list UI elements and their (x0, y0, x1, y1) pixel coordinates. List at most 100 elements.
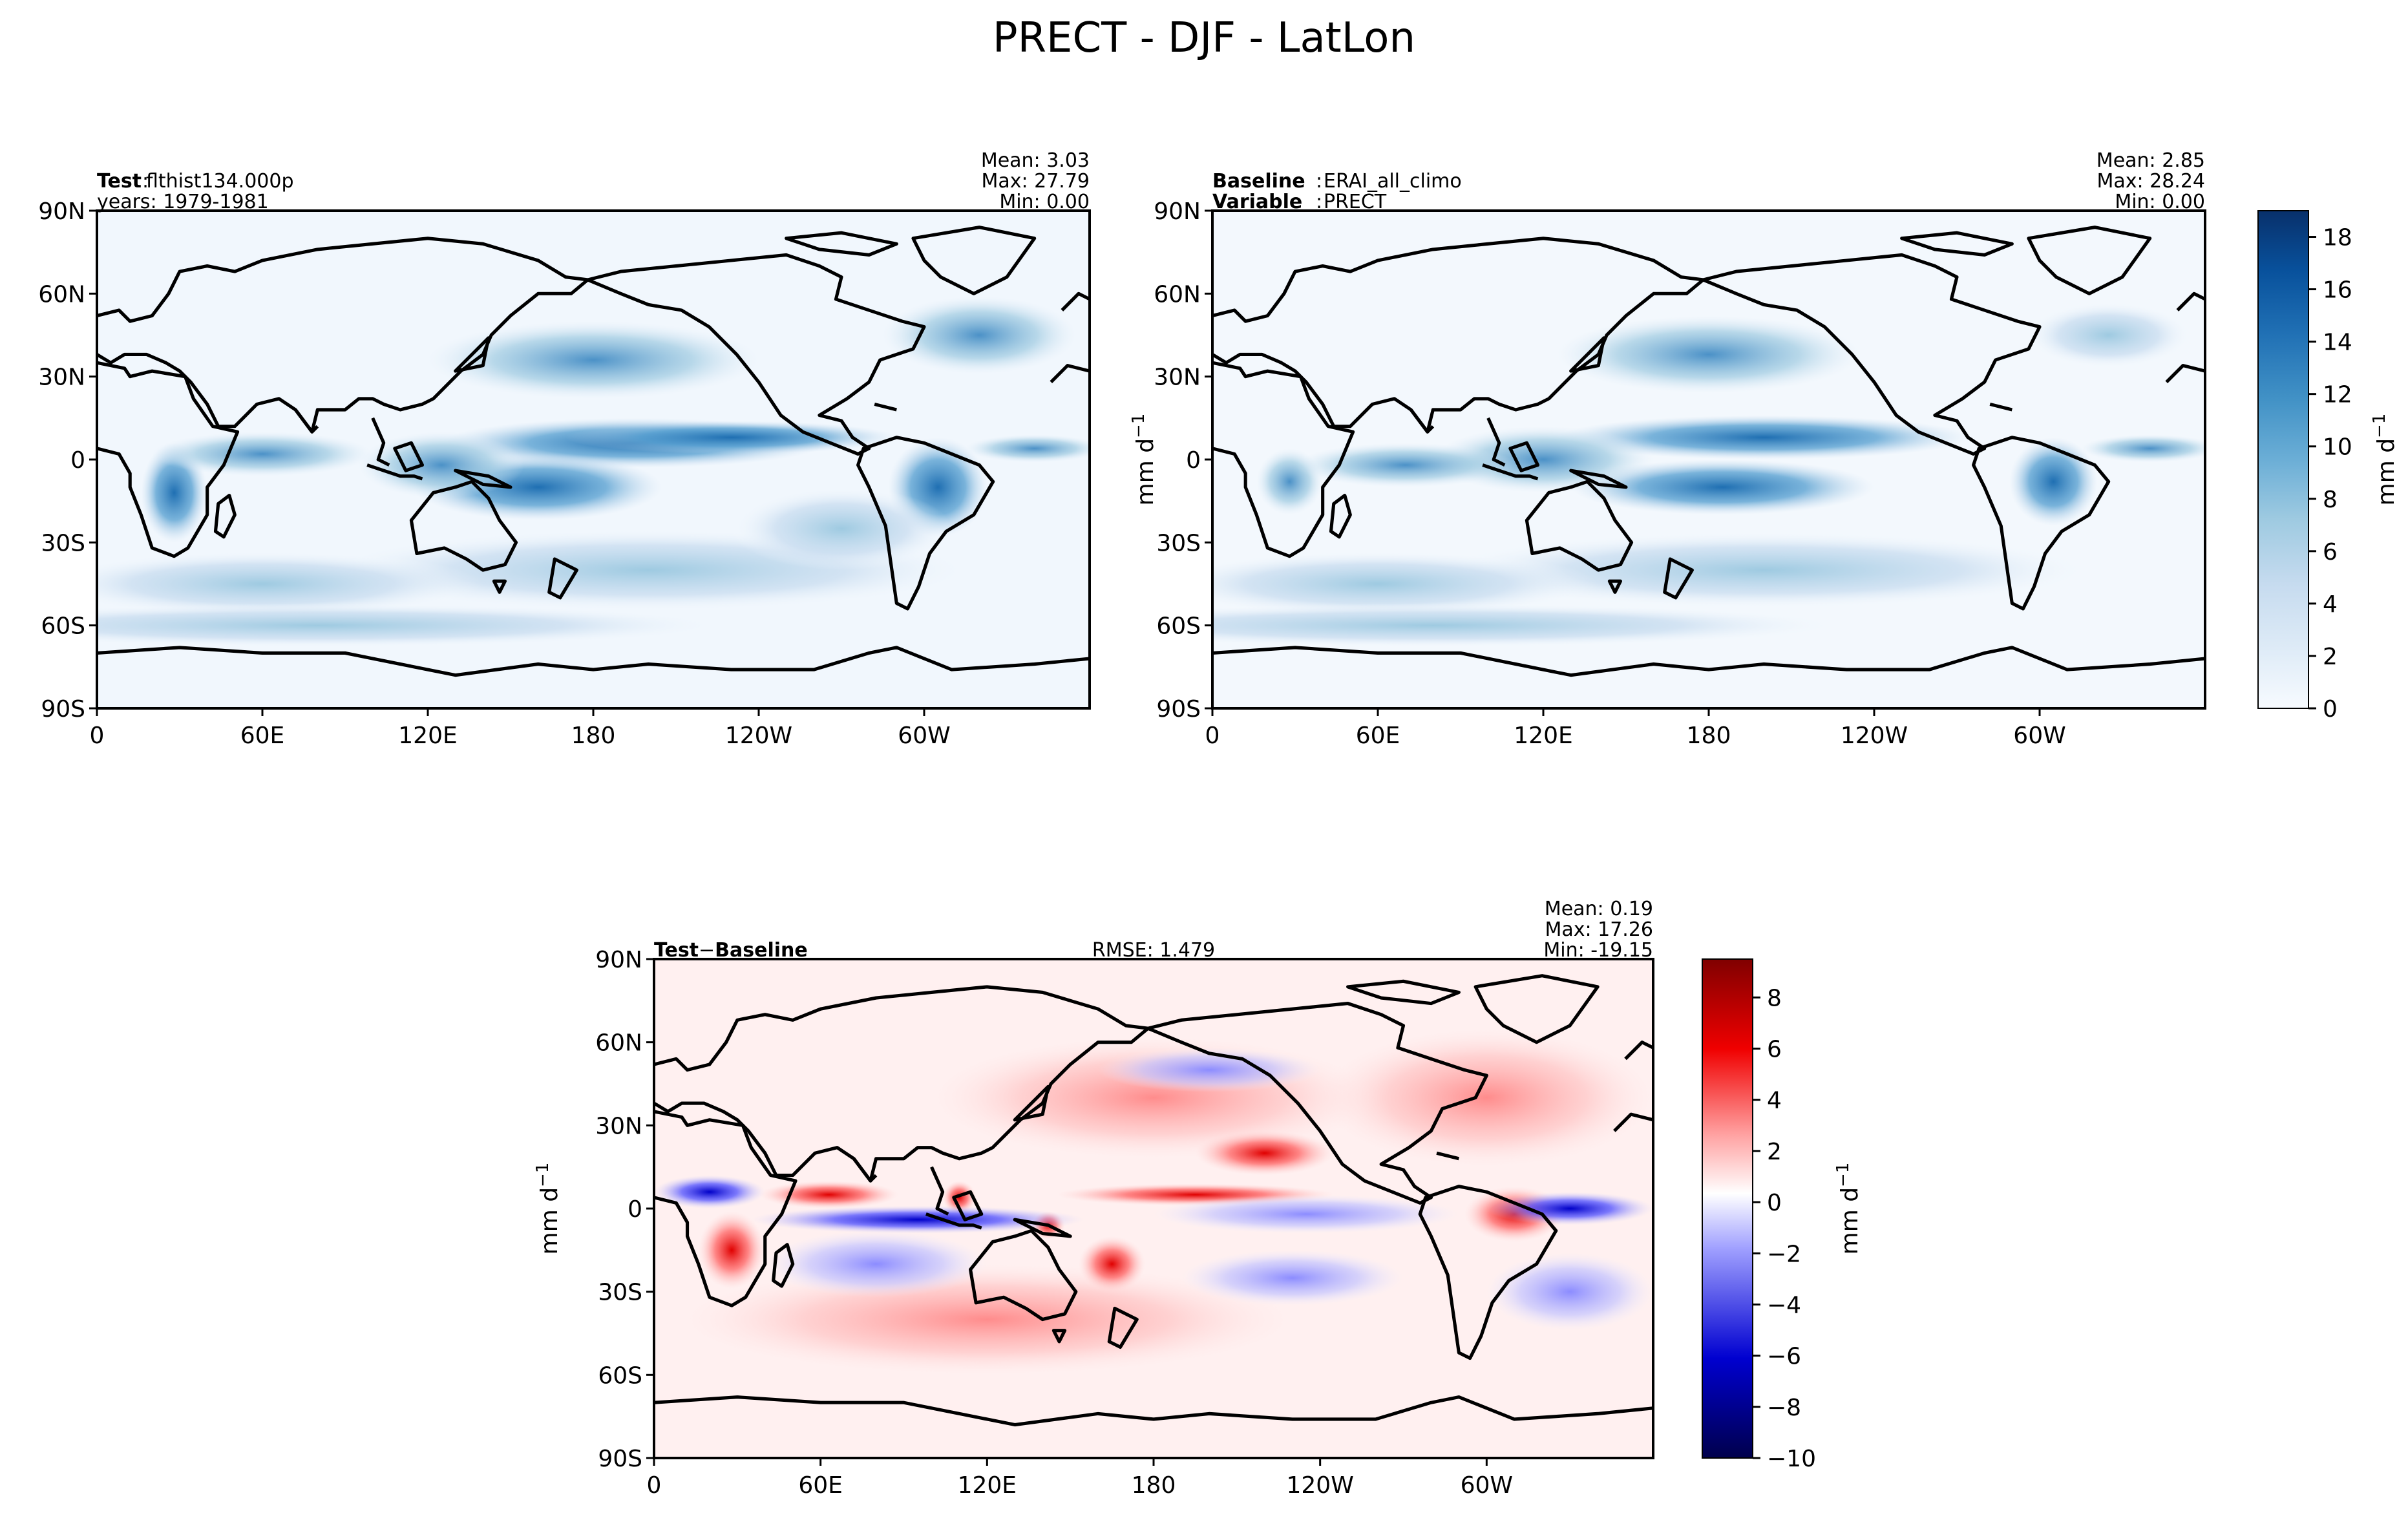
x-tick-label: 180 (1132, 1472, 1176, 1499)
y-tick-label: 60S (598, 1362, 642, 1389)
test-name-bold: Test (97, 170, 142, 193)
y-tick-label: 30N (38, 365, 85, 391)
baseline-y-axis: 90N 60N 30N 0 30S 60S 90S (1154, 198, 1212, 723)
baseline-max: Max: 28.24 (2096, 170, 2205, 193)
colorbar-tick-label: 4 (2323, 591, 2338, 618)
diff-mean: Mean: 0.19 (1545, 898, 1653, 920)
precip-colorbar-fill (2257, 210, 2309, 709)
baseline-mean: Mean: 2.85 (2096, 149, 2205, 172)
test-mean: Mean: 3.03 (981, 149, 1090, 172)
y-tick-label: 60N (595, 1030, 642, 1057)
x-tick-label: 60E (798, 1472, 843, 1499)
x-tick-label: 120E (398, 723, 457, 749)
diff-colorbar: −10 −8 −6 −4 −2 0 2 4 6 8 mm d−1 (1702, 958, 1863, 1472)
diff-ylabel: mm d−1 (533, 1163, 563, 1255)
diff-panel: 90N 60N 30N 0 30S 60S 90S 0 60E 120E 180 120W 60W T… (533, 898, 1654, 1499)
test-min: Min: 0.00 (999, 191, 1090, 213)
diff-colorbar-label: mm d−1 (1833, 1163, 1863, 1255)
y-tick-label: 30S (41, 530, 85, 556)
y-tick-label: 90S (1156, 696, 1201, 723)
colorbar-tick-label: 14 (2323, 330, 2352, 356)
y-tick-label: 0 (1186, 447, 1201, 474)
colorbar-tick-label: 6 (2323, 539, 2338, 565)
x-tick-label: 180 (571, 723, 616, 749)
y-tick-label: 60S (41, 613, 85, 640)
baseline-var-colon: : (1316, 191, 1322, 213)
y-tick-label: 90S (598, 1446, 642, 1472)
diff-colorbar-ticks: −10 −8 −6 −4 −2 0 2 4 6 8 (1753, 985, 1816, 1472)
y-tick-label: 60S (1156, 613, 1201, 640)
figure-title: PRECT - DJF - LatLon (993, 14, 1415, 62)
x-tick-label: 60W (2013, 723, 2065, 749)
test-precip-field (97, 296, 1090, 648)
diff-field (654, 1028, 1653, 1375)
x-tick-label: 60E (1356, 723, 1400, 749)
x-tick-label: 0 (647, 1472, 662, 1499)
x-tick-label: 60W (1461, 1472, 1513, 1499)
precip-colorbar-label: mm d−1 (2370, 414, 2400, 506)
x-tick-label: 0 (90, 723, 105, 749)
x-tick-label: 60W (898, 723, 950, 749)
x-tick-label: 120W (1287, 1472, 1354, 1499)
y-tick-label: 90N (38, 198, 85, 225)
baseline-x-axis: 0 60E 120E 180 120W 60W (1205, 708, 2066, 749)
y-tick-label: 0 (70, 447, 85, 474)
colorbar-tick-label: 8 (2323, 487, 2338, 513)
baseline-panel: 90N 60N 30N 0 30S 60S 90S 0 60E 120E 180 120W 60W B… (1129, 149, 2206, 749)
diff-x-axis: 0 60E 120E 180 120W 60W (647, 1458, 1513, 1499)
baseline-name-value: ERAI_all_climo (1324, 170, 1462, 193)
colorbar-tick-label: 4 (1767, 1088, 1782, 1114)
diff-colorbar-fill (1702, 958, 1753, 1459)
colorbar-tick-label: 6 (1767, 1037, 1782, 1063)
diff-min: Min: -19.15 (1543, 939, 1653, 962)
x-tick-label: 60E (240, 723, 285, 749)
colorbar-tick-label: 10 (2323, 434, 2352, 461)
y-tick-label: 90S (41, 696, 85, 723)
colorbar-tick-label: 0 (2323, 696, 2338, 723)
colorbar-tick-label: 0 (1767, 1190, 1782, 1216)
y-tick-label: 30S (598, 1280, 642, 1306)
colorbar-tick-label: −8 (1767, 1395, 1801, 1421)
diff-rmse: RMSE: 1.479 (1092, 939, 1215, 962)
precip-colorbar-ticks: 0 2 4 6 8 10 12 14 16 18 (2308, 225, 2352, 723)
colorbar-tick-label: −4 (1767, 1292, 1801, 1318)
test-panel: 90N 60N 30N 0 30S 60S 90S 0 60E 120E 180 120W 60W T… (38, 149, 1091, 749)
precip-colorbar: 0 2 4 6 8 10 12 14 16 18 mm d−1 (2257, 210, 2400, 723)
baseline-min: Min: 0.00 (2115, 191, 2205, 213)
baseline-name-bold: Baseline (1212, 170, 1305, 193)
colorbar-tick-label: 8 (1767, 985, 1782, 1011)
diff-max: Max: 17.26 (1545, 918, 1653, 941)
test-max: Max: 27.79 (981, 170, 1090, 193)
baseline-var-value: PRECT (1324, 191, 1387, 213)
test-name-value: flthist134.000p (146, 170, 294, 193)
y-tick-label: 30N (1154, 365, 1201, 391)
colorbar-tick-label: 2 (2323, 644, 2338, 670)
y-tick-label: 60N (1154, 281, 1201, 308)
y-tick-label: 0 (628, 1196, 642, 1223)
x-tick-label: 120W (725, 723, 792, 749)
test-y-axis: 90N 60N 30N 0 30S 60S 90S (38, 198, 97, 723)
x-tick-label: 120E (958, 1472, 1017, 1499)
x-tick-label: 120W (1841, 723, 1908, 749)
baseline-ylabel: mm d−1 (1129, 414, 1159, 506)
diff-name: Test−Baseline (654, 939, 808, 962)
colorbar-tick-label: −10 (1767, 1446, 1816, 1472)
colorbar-tick-label: −2 (1767, 1241, 1801, 1267)
colorbar-tick-label: 18 (2323, 225, 2352, 251)
colorbar-tick-label: 16 (2323, 277, 2352, 304)
y-tick-label: 30S (1156, 530, 1201, 556)
x-tick-label: 0 (1205, 723, 1220, 749)
baseline-name-colon: : (1316, 170, 1322, 193)
diff-y-axis: 90N 60N 30N 0 30S 60S 90S (595, 947, 654, 1472)
test-name-colon: : (142, 170, 149, 193)
y-tick-label: 30N (595, 1113, 642, 1139)
x-tick-label: 180 (1687, 723, 1731, 749)
test-x-axis: 0 60E 120E 180 120W 60W (90, 708, 951, 749)
baseline-var-bold: Variable (1212, 191, 1302, 213)
baseline-precip-field (1212, 302, 2205, 648)
y-tick-label: 60N (38, 281, 85, 308)
test-years: years: 1979-1981 (97, 191, 269, 213)
y-tick-label: 90N (1154, 198, 1201, 225)
x-tick-label: 120E (1514, 723, 1572, 749)
